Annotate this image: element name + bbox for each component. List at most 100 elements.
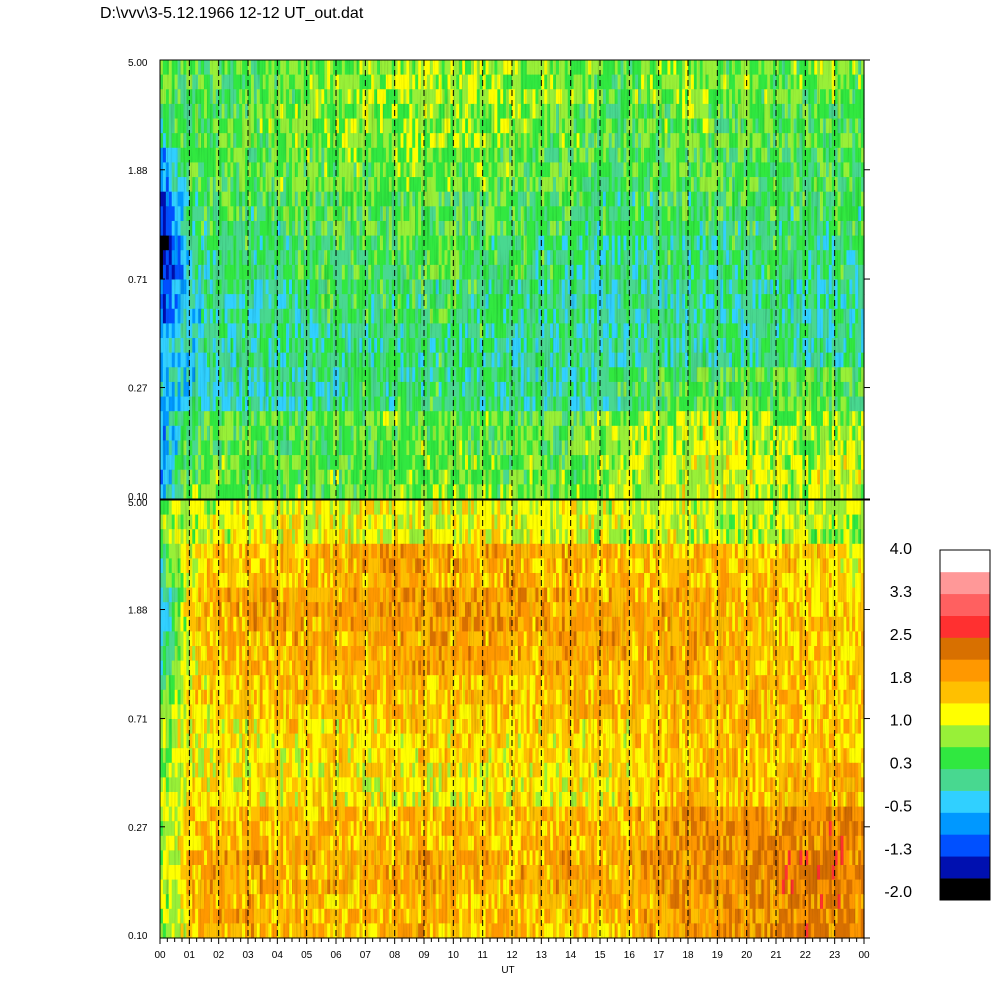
- heat-cell: [526, 162, 531, 178]
- heat-cell: [382, 352, 387, 368]
- heat-cell: [195, 206, 199, 222]
- heat-cell: [576, 352, 581, 368]
- heat-cell: [242, 264, 246, 281]
- heat-cell: [808, 177, 812, 193]
- heat-cell: [784, 103, 789, 120]
- heat-cell: [189, 147, 193, 164]
- heat-cell: [696, 308, 701, 324]
- heat-cell: [473, 338, 478, 354]
- heat-cell: [397, 177, 402, 193]
- heat-cell: [676, 147, 680, 164]
- heat-cell: [746, 264, 751, 281]
- heat-cell: [849, 74, 853, 90]
- heat-cell: [294, 323, 299, 339]
- heat-cell: [693, 191, 698, 207]
- heat-cell: [558, 308, 563, 324]
- heat-cell: [690, 206, 695, 222]
- heat-cell: [444, 147, 449, 164]
- heat-cell: [453, 177, 457, 193]
- heat-cell: [561, 338, 566, 354]
- heat-cell: [476, 323, 481, 339]
- heat-cell: [556, 74, 560, 90]
- heat-cell: [286, 235, 290, 251]
- heat-cell: [611, 118, 616, 134]
- heat-cell: [177, 264, 182, 281]
- heat-cell: [517, 74, 522, 90]
- heat-cell: [611, 133, 616, 149]
- heat-cell: [242, 250, 246, 266]
- heat-cell: [699, 118, 704, 134]
- heat-cell: [230, 264, 234, 281]
- heat-cell: [306, 147, 311, 164]
- heat-cell: [380, 133, 384, 149]
- heat-cell: [189, 133, 193, 149]
- heat-cell: [758, 147, 762, 164]
- heat-cell: [362, 60, 366, 76]
- heat-cell: [661, 338, 666, 354]
- heat-cell: [749, 147, 754, 164]
- heat-cell: [289, 103, 293, 120]
- heat-cell: [215, 60, 220, 76]
- heat-cell: [644, 206, 648, 222]
- heat-cell: [808, 279, 812, 295]
- heat-cell: [761, 279, 765, 295]
- heat-cell: [685, 235, 689, 251]
- heat-cell: [702, 60, 707, 76]
- heat-cell: [365, 191, 369, 207]
- heat-cell: [359, 89, 363, 105]
- heat-cell: [629, 133, 633, 149]
- heat-cell: [773, 206, 777, 222]
- heat-cell: [811, 103, 815, 120]
- heat-cell: [861, 250, 865, 266]
- heat-cell: [858, 162, 862, 178]
- heat-cell: [233, 74, 237, 90]
- heat-cell: [218, 191, 223, 207]
- heat-cell: [438, 133, 443, 149]
- heat-cell: [265, 177, 270, 193]
- heat-cell: [538, 89, 542, 105]
- heat-cell: [262, 352, 267, 368]
- heat-cell: [822, 60, 827, 76]
- heat-cell: [382, 177, 387, 193]
- heat-cell: [661, 60, 666, 76]
- heat-cell: [289, 323, 293, 339]
- heat-cell: [286, 118, 290, 134]
- heat-cell: [781, 74, 786, 90]
- heat-cell: [597, 220, 601, 237]
- heat-cell: [289, 162, 293, 178]
- heat-cell: [242, 74, 246, 90]
- heat-cell: [711, 264, 715, 281]
- heat-cell: [582, 177, 586, 193]
- heat-cell: [611, 89, 616, 105]
- heat-cell: [503, 74, 507, 90]
- heat-cell: [447, 206, 451, 222]
- heat-cell: [209, 235, 214, 251]
- heat-cell: [523, 264, 528, 281]
- heat-cell: [365, 235, 369, 251]
- heat-cell: [186, 264, 190, 281]
- heat-cell: [532, 147, 537, 164]
- heat-cell: [796, 133, 801, 149]
- heat-cell: [787, 60, 792, 76]
- heat-cell: [529, 235, 534, 251]
- heat-cell: [646, 250, 651, 266]
- heat-cell: [183, 89, 187, 105]
- heat-cell: [802, 177, 806, 193]
- heat-cell: [344, 74, 349, 90]
- heat-cell: [514, 177, 519, 193]
- heat-cell: [412, 177, 416, 193]
- heat-cell: [459, 191, 463, 207]
- heat-cell: [476, 118, 481, 134]
- heat-cell: [538, 352, 542, 368]
- heat-cell: [837, 294, 842, 310]
- heat-cell: [297, 279, 302, 295]
- heat-cell: [732, 264, 736, 281]
- heat-cell: [315, 162, 319, 178]
- heat-cell: [661, 191, 666, 207]
- heat-cell: [764, 191, 768, 207]
- heat-cell: [517, 89, 522, 105]
- heat-cell: [336, 60, 340, 76]
- heat-cell: [218, 308, 223, 324]
- heat-cell: [635, 250, 639, 266]
- heat-cell: [209, 60, 214, 76]
